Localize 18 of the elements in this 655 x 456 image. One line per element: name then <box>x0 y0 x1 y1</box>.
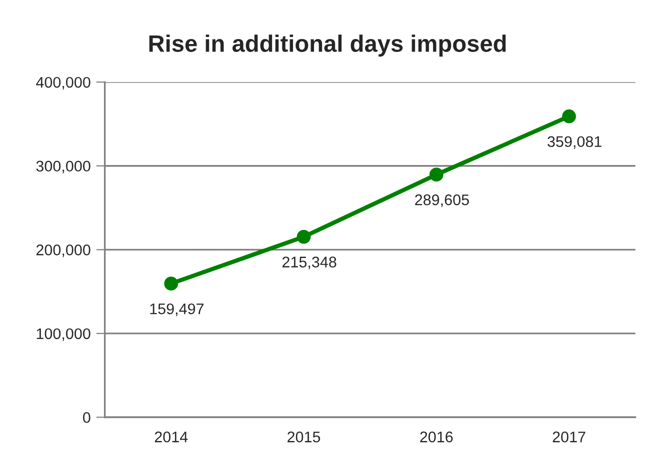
chart-title: Rise in additional days imposed <box>149 34 506 57</box>
y-tick-label: 400,000 <box>36 76 90 90</box>
x-tick-label: 2014 <box>154 432 188 442</box>
point <box>562 109 576 124</box>
y-tick-label: 300,000 <box>36 160 90 174</box>
point <box>164 276 178 291</box>
point <box>296 230 311 244</box>
point <box>429 168 444 182</box>
y-tick-label: 100,000 <box>36 328 90 341</box>
data-label: 215,348 <box>282 256 336 270</box>
data-label: 289,605 <box>415 194 469 208</box>
y-tick-label: 0 <box>83 412 90 423</box>
x-tick-label: 2016 <box>420 432 453 442</box>
data-label: 159,497 <box>150 303 204 316</box>
data-label: 359,081 <box>548 136 602 149</box>
x-tick-label: 2017 <box>552 432 586 442</box>
x-tick-label: 2015 <box>288 432 320 442</box>
y-tick-label: 200,000 <box>36 244 90 258</box>
